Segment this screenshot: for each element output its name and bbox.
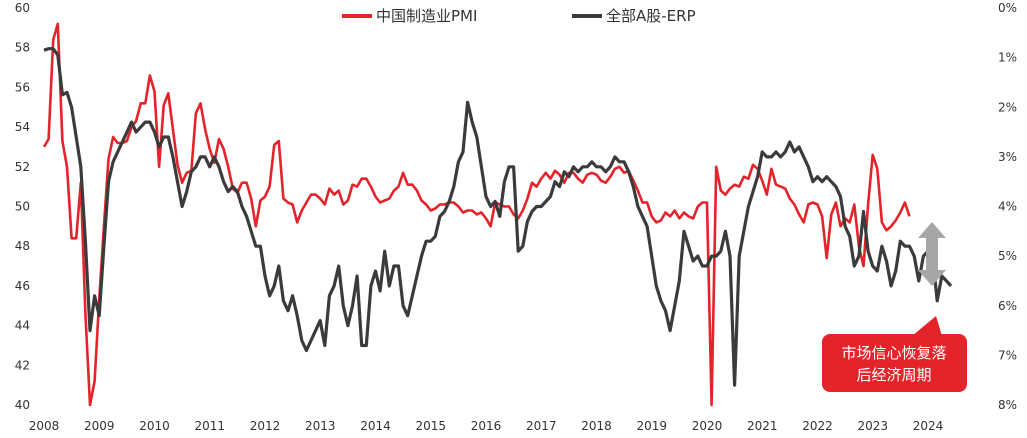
x-tick-label: 2012: [250, 419, 281, 433]
callout-pointer: [912, 316, 942, 336]
x-tick-label: 2016: [471, 419, 502, 433]
y-axis-right: 8% 7% 6% 5% 4% 3% 2% 1% 0%: [998, 1, 1017, 412]
x-tick-label: 2009: [84, 419, 115, 433]
y-right-tick-label: 1%: [998, 51, 1017, 65]
y-left-tick-label: 40: [15, 398, 30, 412]
y-left-tick-label: 48: [15, 239, 30, 253]
y-left-tick-label: 58: [15, 41, 30, 55]
x-tick-label: 2019: [636, 419, 667, 433]
legend-label-erp: 全部A股-ERP: [606, 7, 696, 25]
x-tick-label: 2014: [360, 419, 391, 433]
x-tick-label: 2010: [139, 419, 170, 433]
y-right-tick-label: 2%: [998, 100, 1017, 114]
legend: 中国制造业PMI 全部A股-ERP: [342, 7, 696, 25]
x-tick-label: 2023: [857, 419, 888, 433]
y-right-tick-label: 4%: [998, 200, 1017, 214]
series-line-erp: [43, 47, 953, 387]
y-left-tick-label: 60: [15, 1, 30, 15]
y-left-tick-label: 52: [15, 160, 30, 174]
callout-box: [822, 334, 967, 392]
x-tick-label: 2015: [415, 419, 446, 433]
y-left-tick-label: 46: [15, 279, 30, 293]
y-right-tick-label: 6%: [998, 299, 1017, 313]
y-left-tick-label: 50: [15, 200, 30, 214]
y-right-tick-label: 3%: [998, 150, 1017, 164]
y-right-tick-label: 7%: [998, 348, 1017, 362]
series-layer: [42, 22, 953, 407]
double-arrow-icon: [918, 222, 946, 286]
legend-label-pmi: 中国制造业PMI: [376, 7, 477, 25]
y-right-tick-label: 5%: [998, 249, 1017, 263]
y-right-tick-label: 0%: [998, 1, 1017, 15]
x-tick-label: 2022: [802, 419, 833, 433]
x-tick-label: 2013: [305, 419, 336, 433]
x-tick-label: 2024: [913, 419, 944, 433]
y-right-tick-label: 8%: [998, 398, 1017, 412]
y-left-tick-label: 56: [15, 80, 30, 94]
x-axis: 2008 2009 2010 2011 2012 2013 2014 2015 2016 2017…: [29, 419, 944, 433]
y-left-tick-label: 42: [15, 358, 30, 372]
x-tick-label: 2020: [692, 419, 723, 433]
callout-line-1: 市场信心恢复落: [841, 344, 946, 362]
callout-line-2: 后经济周期: [856, 366, 931, 384]
x-tick-label: 2011: [194, 419, 225, 433]
x-tick-label: 2017: [526, 419, 557, 433]
x-tick-label: 2021: [747, 419, 778, 433]
annotation: 市场信心恢复落 后经济周期: [822, 222, 967, 392]
y-left-tick-label: 54: [15, 120, 30, 134]
series-line-pmi: [42, 22, 911, 407]
y-left-tick-label: 44: [15, 319, 30, 333]
x-tick-label: 2008: [29, 419, 60, 433]
y-axis-left: 40 42 44 46 48 50 52 54 56 58 60: [15, 1, 30, 412]
x-tick-label: 2018: [581, 419, 612, 433]
